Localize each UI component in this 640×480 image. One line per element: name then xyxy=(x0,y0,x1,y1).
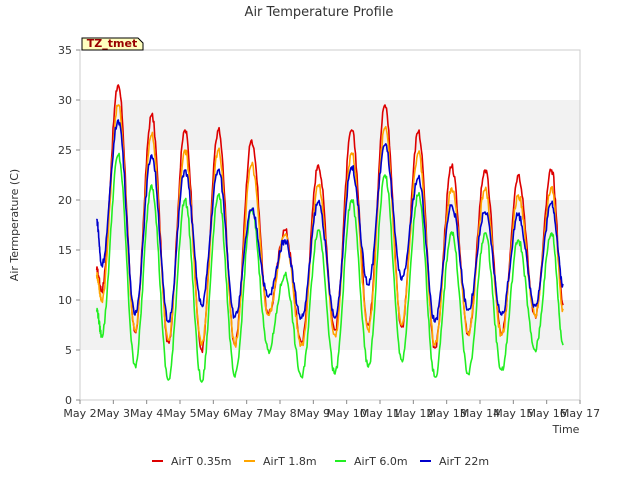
series-lines xyxy=(95,84,564,383)
x-tick-label: May 9 xyxy=(297,407,330,420)
x-tick-label: May 16 xyxy=(527,407,567,420)
y-tick-label: 30 xyxy=(58,94,72,107)
plot-frame xyxy=(79,49,581,401)
tz-badge-label: TZ_tmet xyxy=(87,37,137,50)
y-tick-label: 0 xyxy=(65,394,72,407)
series-line-airt-6-0m xyxy=(95,152,564,383)
x-tick-label: May 6 xyxy=(197,407,230,420)
y-tick-label: 5 xyxy=(65,344,72,357)
y-tick-label: 10 xyxy=(58,294,72,307)
x-tick-label: May 13 xyxy=(427,407,467,420)
legend-label: AirT 6.0m xyxy=(354,455,408,468)
legend-label: AirT 1.8m xyxy=(263,455,317,468)
x-tick-label: May 14 xyxy=(460,407,500,420)
series-line-airt-22m xyxy=(95,119,564,323)
x-tick-label: May 8 xyxy=(263,407,296,420)
y-axis-label: Air Termperature (C) xyxy=(8,169,21,281)
y-tick-label: 35 xyxy=(58,44,72,57)
tz-badge-box xyxy=(81,37,144,51)
x-tick-label: May 2 xyxy=(63,407,96,420)
legend-label: AirT 22m xyxy=(439,455,489,468)
chart-title: Air Temperature Profile xyxy=(245,5,394,20)
x-tick-label: May 15 xyxy=(493,407,533,420)
x-tick-label: May 5 xyxy=(163,407,196,420)
x-tick-label: May 4 xyxy=(130,407,163,420)
y-axis: 0 5 10 15 20 25 30 35 xyxy=(58,44,80,407)
x-tick-label: May 10 xyxy=(327,407,367,420)
legend-label: AirT 0.35m xyxy=(171,455,232,468)
x-tick-label: May 7 xyxy=(230,407,263,420)
x-axis-label: Time xyxy=(552,423,580,436)
y-tick-label: 15 xyxy=(58,244,72,257)
y-tick-label: 25 xyxy=(58,144,72,157)
x-tick-label: May 17 xyxy=(560,407,600,420)
grid-band xyxy=(80,100,580,150)
x-tick-label: May 3 xyxy=(97,407,130,420)
tz-badge: TZ_tmet xyxy=(81,37,144,51)
x-tick-label: May 12 xyxy=(393,407,433,420)
x-axis: May 2 May 3 May 4 May 5 May 6 May 7 May 8 May 9… xyxy=(63,400,600,420)
x-tick-label: May 11 xyxy=(360,407,400,420)
y-tick-label: 20 xyxy=(58,194,72,207)
legend: AirT 0.35m AirT 1.8m AirT 6.0m AirT 22m xyxy=(152,455,489,468)
grid-band xyxy=(80,200,580,250)
